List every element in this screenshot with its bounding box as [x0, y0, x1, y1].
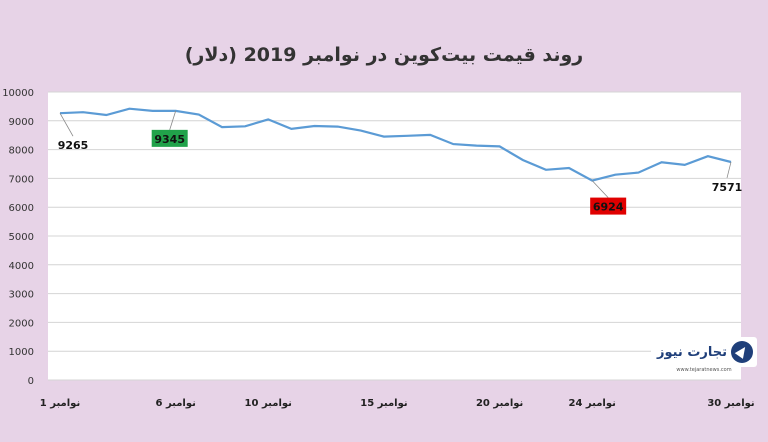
- x-tick-label: 20 نوامبر: [476, 398, 523, 409]
- x-tick-label: 10 نوامبر: [245, 398, 292, 409]
- y-tick-label: 9000: [9, 117, 34, 128]
- leader-line: [726, 161, 732, 179]
- data-label-box: [590, 197, 627, 215]
- y-tick-label: 0: [28, 376, 34, 387]
- y-tick-label: 6000: [9, 203, 34, 214]
- data-label: 7571: [712, 181, 743, 194]
- y-tick-label: 3000: [9, 290, 34, 301]
- y-tick-label: 4000: [9, 261, 34, 272]
- y-tick-label: 10000: [2, 88, 34, 99]
- leader-line: [59, 112, 74, 137]
- x-tick-label: 6 نوامبر: [155, 398, 195, 409]
- x-tick-label: 1 نوامبر: [40, 398, 80, 409]
- x-axis-ticks: 1 نوامبر 6 نوامبر 10 نوامبر 15 نوامبر 20 نوا…: [40, 398, 755, 409]
- data-label: 9345: [154, 133, 185, 146]
- data-label: 6924: [593, 201, 624, 214]
- leader-line: [591, 180, 609, 198]
- logo-mark-icon: [731, 341, 753, 363]
- data-label: 9265: [58, 139, 89, 152]
- y-axis-ticks: 0 1000 2000 3000 4000 5000 6000 7000 8000 9000 100…: [2, 88, 34, 387]
- y-tick-label: 8000: [9, 146, 34, 157]
- data-label-box: [151, 129, 188, 147]
- leader-line: [169, 110, 177, 130]
- gridlines: [48, 91, 741, 381]
- y-tick-label: 1000: [9, 347, 34, 358]
- data-labels: 9265 9345 6924 7571: [58, 110, 743, 215]
- y-tick-label: 2000: [9, 318, 34, 329]
- x-tick-label: 30 نوامبر: [707, 398, 754, 409]
- watermark-logo: تجارت نیوز: [651, 337, 757, 367]
- x-tick-label: 15 نوامبر: [360, 398, 407, 409]
- watermark-url: www.tejaratnews.com: [676, 367, 732, 373]
- y-tick-label: 7000: [9, 174, 34, 185]
- y-tick-label: 5000: [9, 232, 34, 243]
- x-tick-label: 24 نوامبر: [568, 398, 615, 409]
- series-line: [59, 107, 732, 182]
- watermark-name: تجارت نیوز: [656, 344, 727, 360]
- chart-title: روند قیمت بیت‌کوین در نوامبر 2019 (دلار): [184, 44, 584, 66]
